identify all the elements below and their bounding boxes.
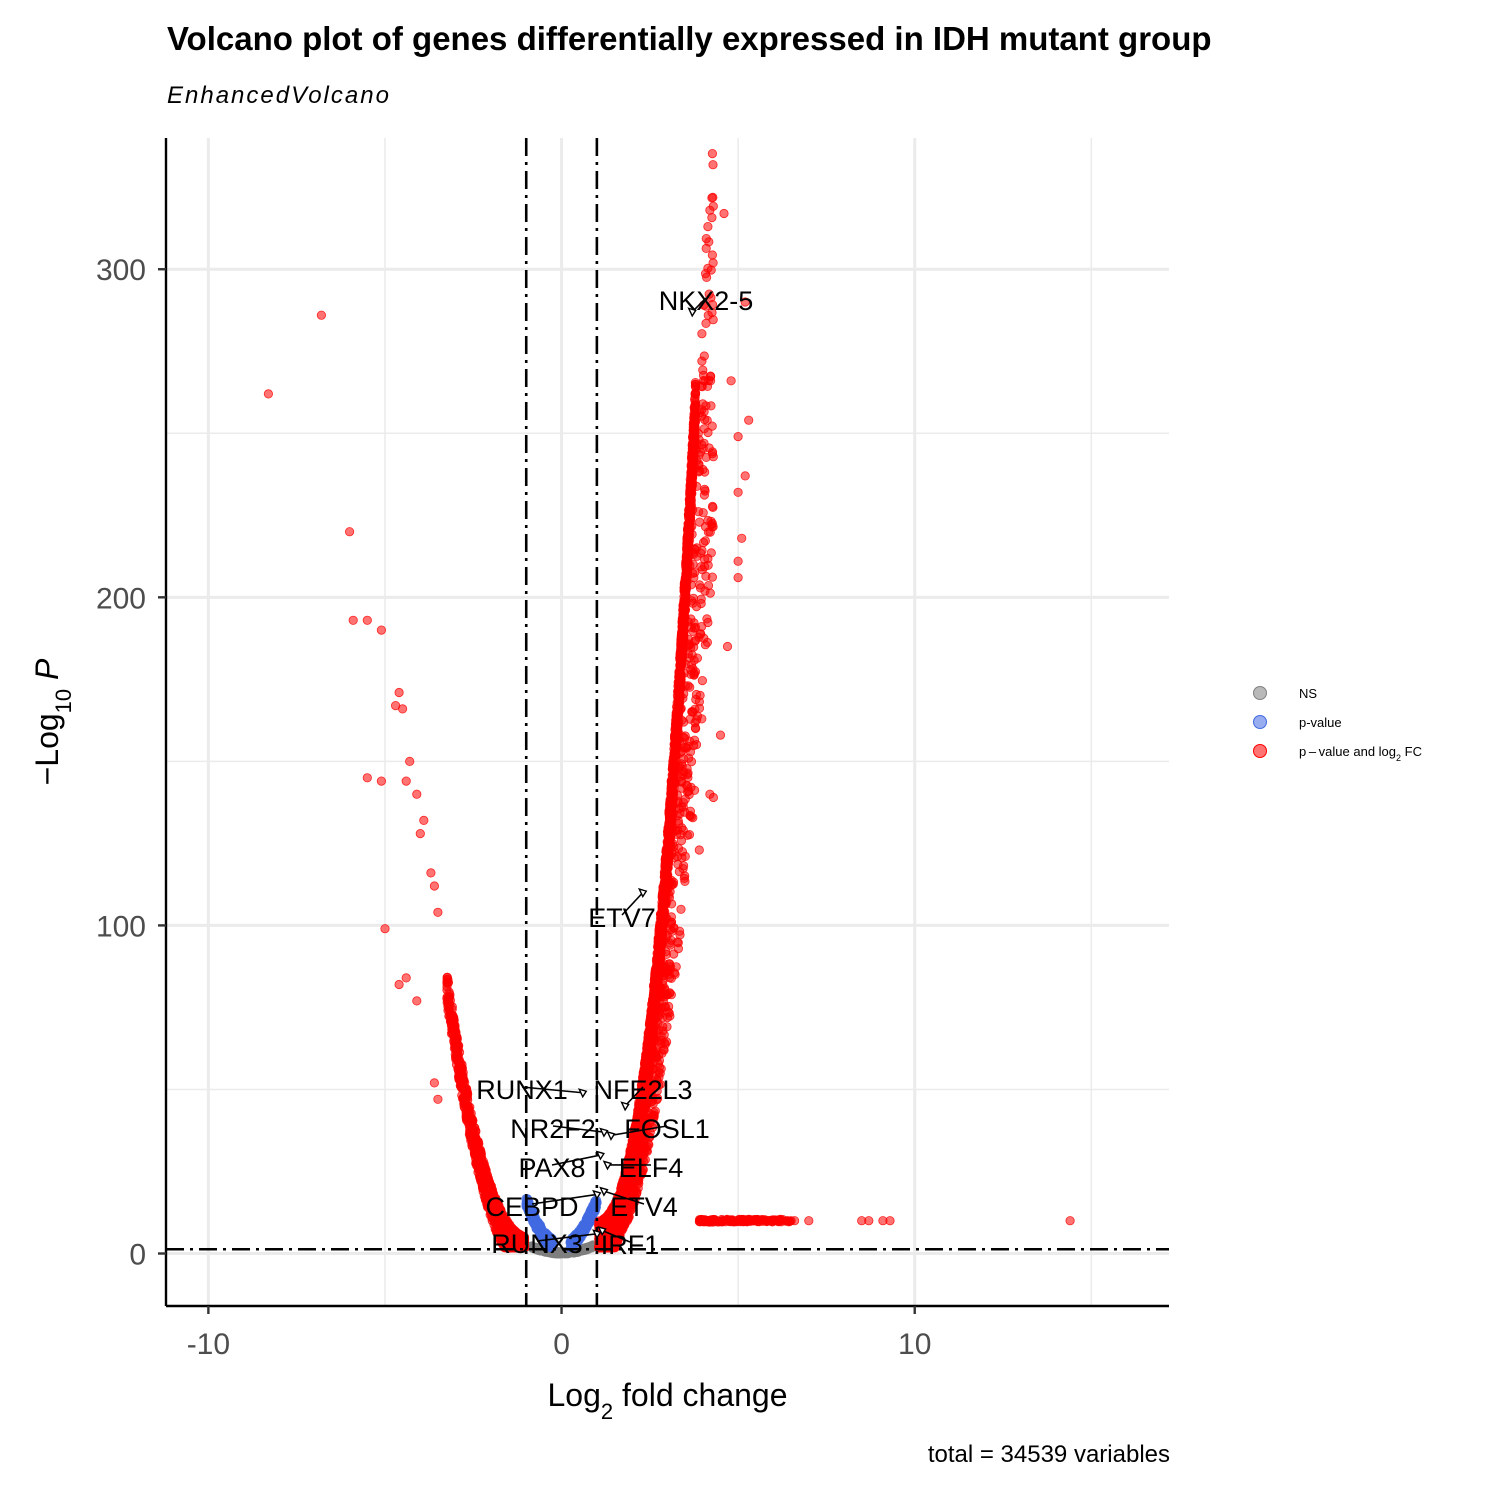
- data-point-both: [449, 1014, 459, 1024]
- data-point-both: [459, 1096, 470, 1106]
- data-point-p: [583, 1215, 594, 1225]
- data-point-p: [576, 1227, 587, 1238]
- data-point-both: [469, 1147, 479, 1157]
- data-point-both: [444, 1000, 454, 1010]
- data-point-both: [442, 974, 452, 985]
- data-point-both: [450, 1024, 460, 1034]
- data-point-both: [467, 1114, 477, 1124]
- data-point-both: [452, 1032, 462, 1043]
- data-point-p: [547, 1237, 557, 1248]
- grid-lines: [166, 138, 1169, 1306]
- chart-caption: total = 34539 variables: [927, 1441, 1170, 1468]
- data-point-both: [456, 1071, 466, 1081]
- data-point-both: [476, 1169, 486, 1179]
- data-point-both: [461, 1089, 471, 1099]
- chart-subtitle: EnhancedVolcano: [167, 82, 391, 109]
- data-points: [263, 149, 1075, 1259]
- data-point-both: [461, 1106, 471, 1116]
- data-point-both: [472, 1155, 482, 1165]
- chart-title: Volcano plot of genes differentially exp…: [167, 20, 1212, 57]
- data-point-both: [452, 1052, 462, 1062]
- data-point-both: [482, 1176, 492, 1186]
- data-point-both: [474, 1139, 484, 1149]
- data-point-p: [536, 1230, 547, 1240]
